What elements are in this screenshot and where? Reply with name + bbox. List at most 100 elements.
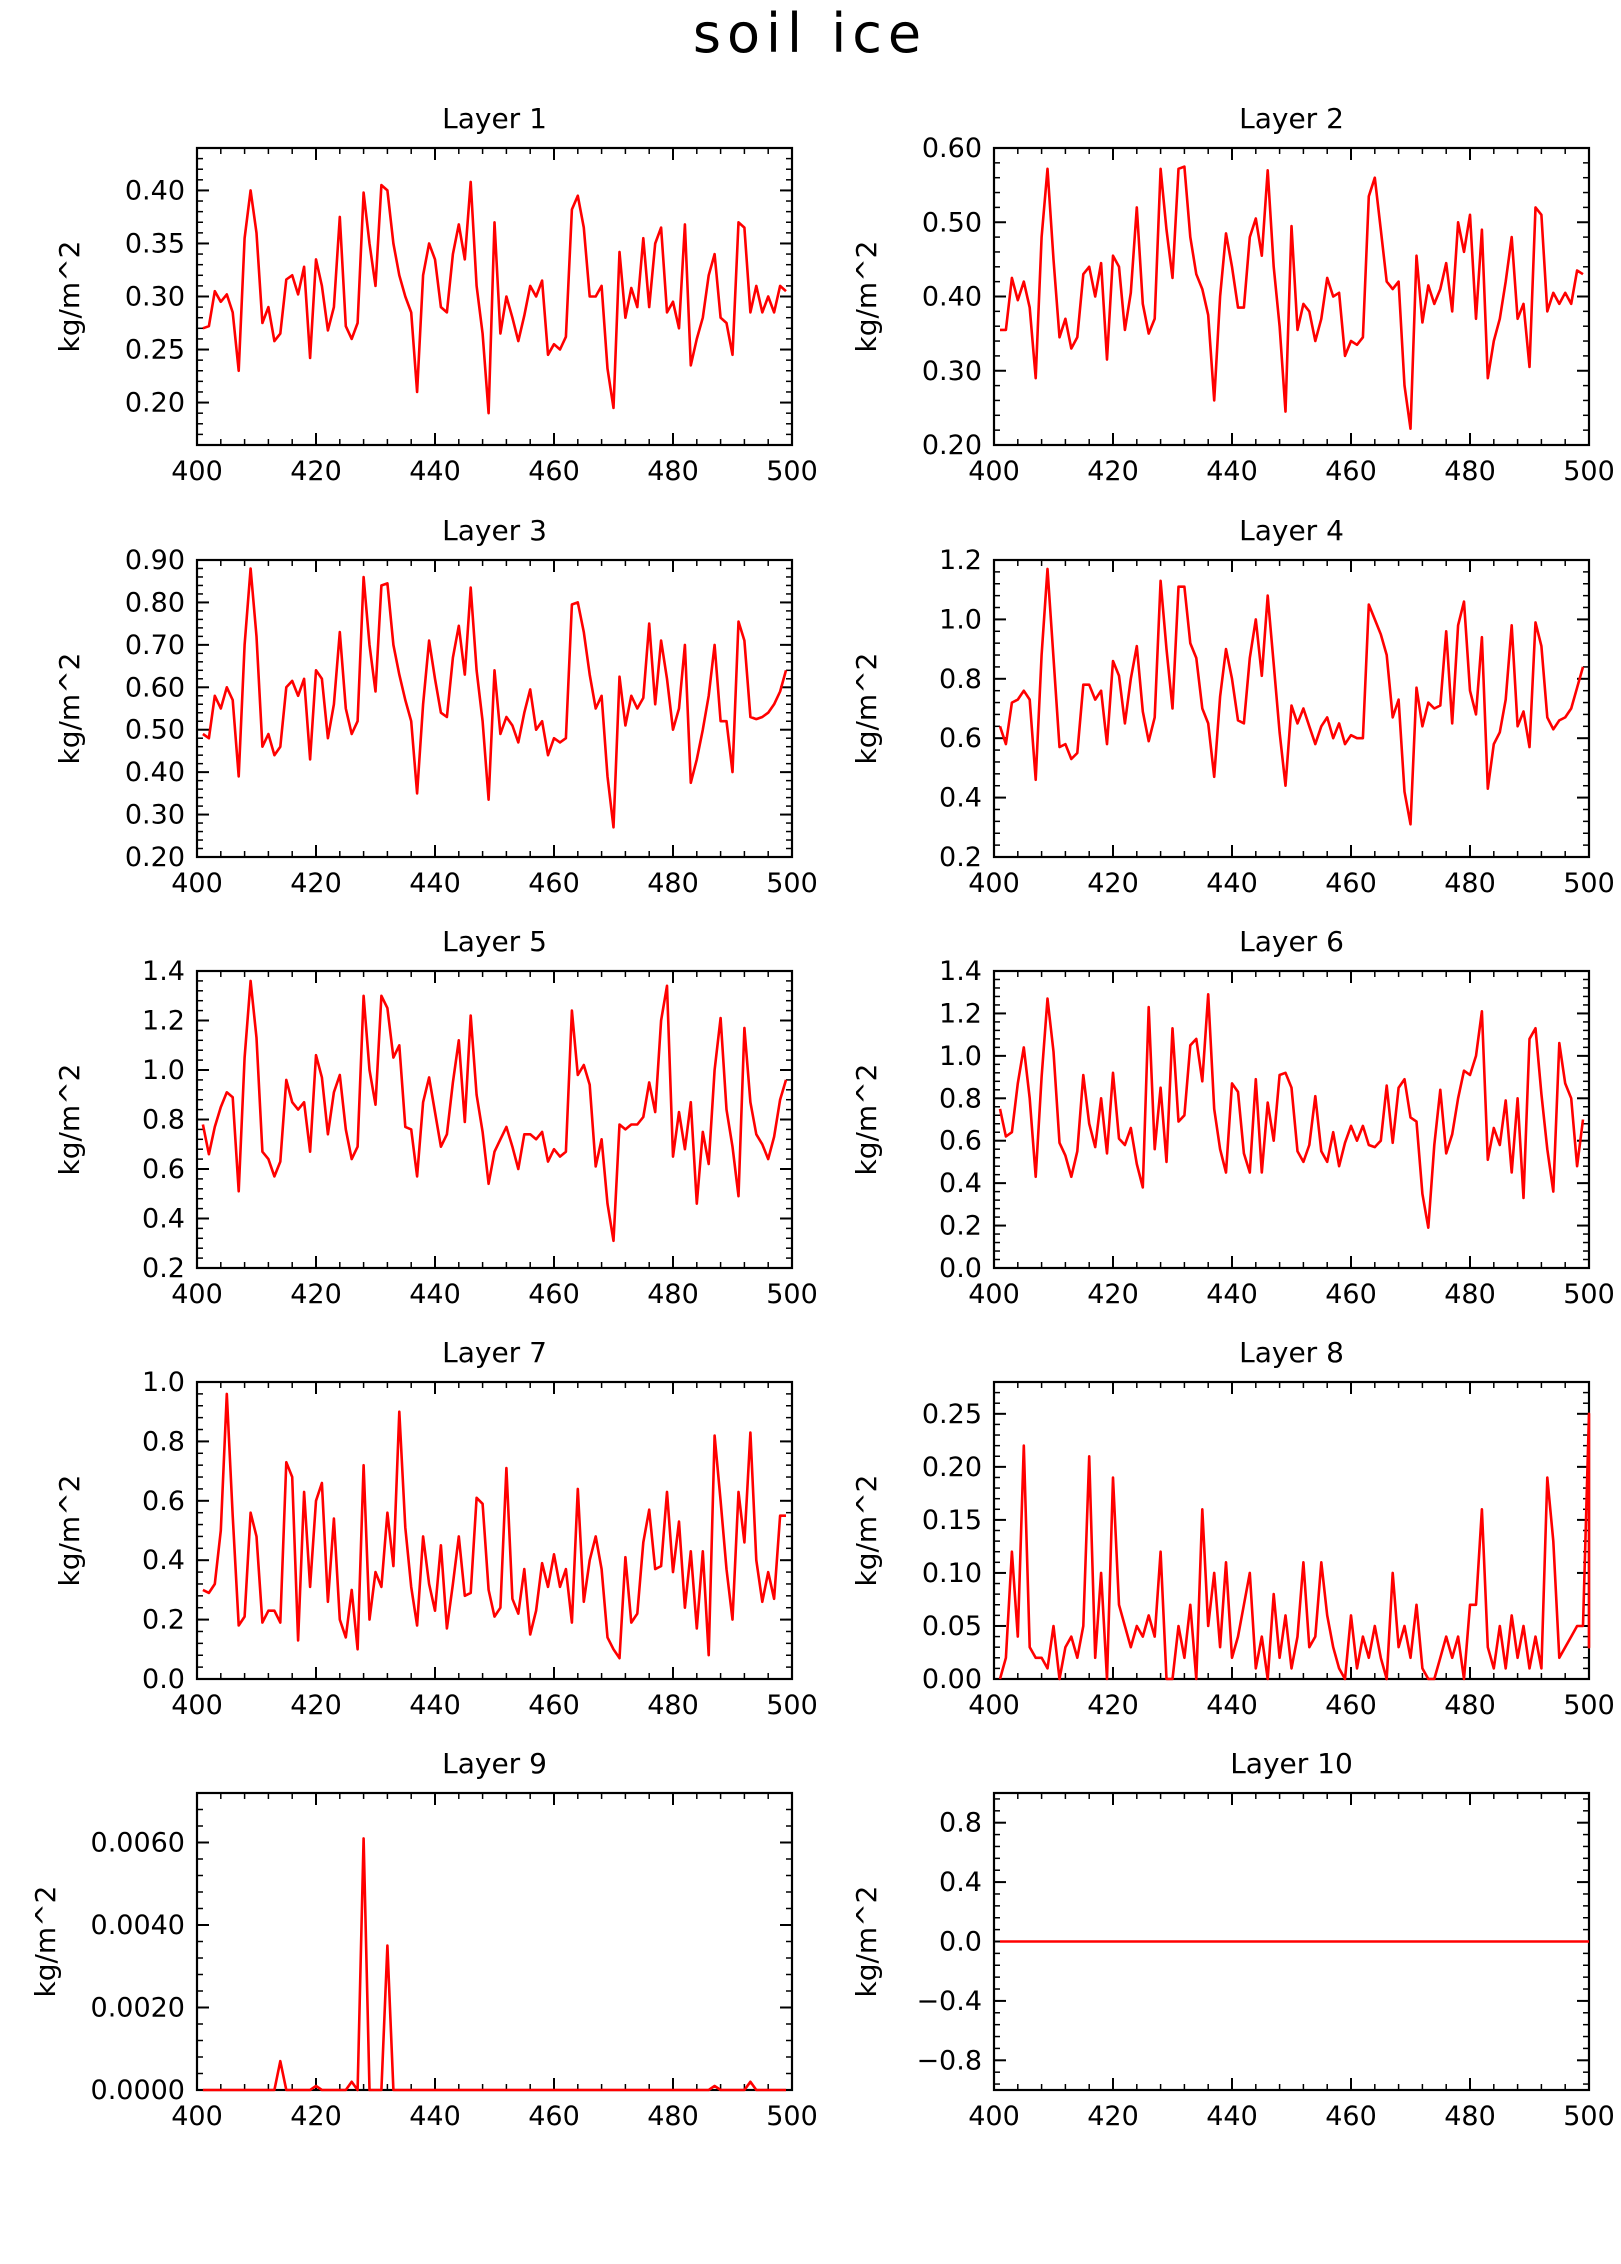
y-tick-label: 0.15 bbox=[922, 1505, 982, 1536]
plot-frame bbox=[992, 146, 1591, 447]
y-tick-label: 0.8 bbox=[939, 1808, 982, 1839]
y-tick-label: 1.2 bbox=[939, 545, 982, 576]
y-tick-label: 0.05 bbox=[922, 1611, 982, 1642]
x-tick-label: 440 bbox=[1206, 2101, 1258, 2132]
y-tick-label: 0.0040 bbox=[91, 1910, 185, 1941]
x-tick-label: 460 bbox=[528, 456, 580, 487]
y-tick-label: 0.60 bbox=[922, 133, 982, 164]
y-tick-label: 0.2 bbox=[142, 1253, 185, 1284]
x-tick-label: 420 bbox=[1087, 456, 1139, 487]
x-tick-label: 440 bbox=[1206, 868, 1258, 899]
panel-title: Layer 10 bbox=[1230, 1747, 1353, 1780]
x-tick-label: 420 bbox=[290, 456, 342, 487]
x-tick-label: 460 bbox=[528, 1690, 580, 1721]
y-tick-label: 0.2 bbox=[939, 1211, 982, 1242]
y-tick-label: 0.8 bbox=[142, 1105, 185, 1136]
y-tick-label: 0.40 bbox=[125, 757, 185, 788]
x-tick-label: 440 bbox=[1206, 456, 1258, 487]
x-tick-label: 460 bbox=[528, 2101, 580, 2132]
x-tick-label: 500 bbox=[1563, 2101, 1615, 2132]
y-tick-label: 0.6 bbox=[939, 1126, 982, 1157]
series-line bbox=[202, 1837, 786, 2092]
x-tick-label: 440 bbox=[1206, 1690, 1258, 1721]
x-tick-label: 480 bbox=[647, 868, 699, 899]
y-tick-label: 0.6 bbox=[142, 1154, 185, 1185]
y-axis-label: kg/m^2 bbox=[850, 1475, 883, 1587]
y-tick-label: 1.4 bbox=[939, 956, 982, 987]
x-tick-label: 480 bbox=[1444, 2101, 1496, 2132]
y-tick-label: 0.60 bbox=[125, 672, 185, 703]
x-tick-label: 480 bbox=[647, 1690, 699, 1721]
y-tick-label: 1.2 bbox=[142, 1006, 185, 1037]
y-tick-label: 0.40 bbox=[922, 282, 982, 313]
plot-frame bbox=[195, 146, 794, 447]
y-tick-label: 0.50 bbox=[922, 207, 982, 238]
y-tick-label: 0.2 bbox=[142, 1605, 185, 1636]
x-tick-label: 460 bbox=[1325, 456, 1377, 487]
x-tick-label: 500 bbox=[1563, 868, 1615, 899]
y-tick-label: 0.4 bbox=[142, 1545, 185, 1576]
x-tick-label: 440 bbox=[409, 456, 461, 487]
x-tick-label: 500 bbox=[766, 1279, 818, 1310]
panel-title: Layer 2 bbox=[1239, 102, 1344, 135]
panel-layer-9: Layer 9 kg/m^2 400 420 440 460 480 500 0.0000 0.0… bbox=[29, 1747, 818, 2132]
x-tick-label: 400 bbox=[968, 456, 1020, 487]
x-tick-label: 480 bbox=[1444, 456, 1496, 487]
series-line bbox=[202, 180, 787, 415]
plot-frame bbox=[195, 1380, 794, 1681]
y-tick-label: 1.0 bbox=[939, 604, 982, 635]
series-line bbox=[1000, 165, 1584, 431]
y-tick-label: 0.00 bbox=[922, 1664, 982, 1695]
y-tick-label: 0.20 bbox=[922, 1452, 982, 1483]
x-tick-label: 420 bbox=[1087, 1690, 1139, 1721]
y-tick-label: 0.4 bbox=[939, 783, 982, 814]
x-tick-label: 440 bbox=[1206, 1279, 1258, 1310]
y-tick-label: 0.35 bbox=[125, 228, 185, 259]
y-tick-label: 0.20 bbox=[922, 430, 982, 461]
y-tick-label: 0.8 bbox=[142, 1426, 185, 1457]
x-tick-label: 460 bbox=[1325, 868, 1377, 899]
y-axis-label: kg/m^2 bbox=[53, 1475, 86, 1587]
panel-title: Layer 7 bbox=[442, 1336, 547, 1369]
y-tick-label: 0.0060 bbox=[91, 1828, 185, 1859]
x-tick-label: 420 bbox=[290, 1279, 342, 1310]
x-tick-label: 440 bbox=[409, 1690, 461, 1721]
y-tick-label: 0.10 bbox=[922, 1558, 982, 1589]
x-tick-label: 500 bbox=[1563, 1279, 1615, 1310]
x-tick-label: 420 bbox=[290, 1690, 342, 1721]
x-tick-label: 440 bbox=[409, 1279, 461, 1310]
panel-layer-7: Layer 7 kg/m^2 400 420 440 460 480 500 0.0 0.2 0.4… bbox=[53, 1336, 818, 1721]
panel-title: Layer 1 bbox=[442, 102, 547, 135]
x-tick-label: 500 bbox=[766, 2101, 818, 2132]
series-line bbox=[998, 567, 1585, 826]
plot-frame bbox=[195, 969, 794, 1270]
y-tick-label: 0.40 bbox=[125, 175, 185, 206]
x-tick-label: 440 bbox=[409, 868, 461, 899]
panel-layer-8: Layer 8 kg/m^2 400 420 440 460 480 500 0.00 0.05 0… bbox=[850, 1336, 1615, 1721]
y-tick-label: 0.70 bbox=[125, 630, 185, 661]
x-tick-label: 400 bbox=[968, 868, 1020, 899]
y-axis-label: kg/m^2 bbox=[29, 1886, 62, 1998]
y-tick-label: 0.6 bbox=[939, 723, 982, 754]
y-tick-label: 1.0 bbox=[142, 1367, 185, 1398]
y-tick-label: 1.2 bbox=[939, 998, 982, 1029]
plot-frame bbox=[195, 1791, 794, 2092]
panel-layer-1: Layer 1 kg/m^2 400 420 440 460 480 500 0.20 0.25 0… bbox=[53, 102, 818, 487]
x-tick-label: 420 bbox=[290, 868, 342, 899]
y-tick-label: 0.4 bbox=[939, 1867, 982, 1898]
panel-title: Layer 4 bbox=[1239, 514, 1344, 547]
y-tick-label: 1.0 bbox=[142, 1055, 185, 1086]
x-tick-label: 420 bbox=[1087, 2101, 1139, 2132]
y-tick-label: −0.4 bbox=[916, 1986, 982, 2017]
y-tick-label: 0.20 bbox=[125, 842, 185, 873]
y-tick-label: 0.25 bbox=[125, 335, 185, 366]
x-tick-label: 460 bbox=[528, 868, 580, 899]
x-tick-label: 500 bbox=[766, 1690, 818, 1721]
y-tick-label: 0.0 bbox=[142, 1664, 185, 1695]
plot-frame bbox=[992, 558, 1591, 859]
y-tick-label: −0.8 bbox=[916, 2045, 982, 2076]
y-tick-label: 0.6 bbox=[142, 1486, 185, 1517]
y-tick-label: 0.80 bbox=[125, 587, 185, 618]
